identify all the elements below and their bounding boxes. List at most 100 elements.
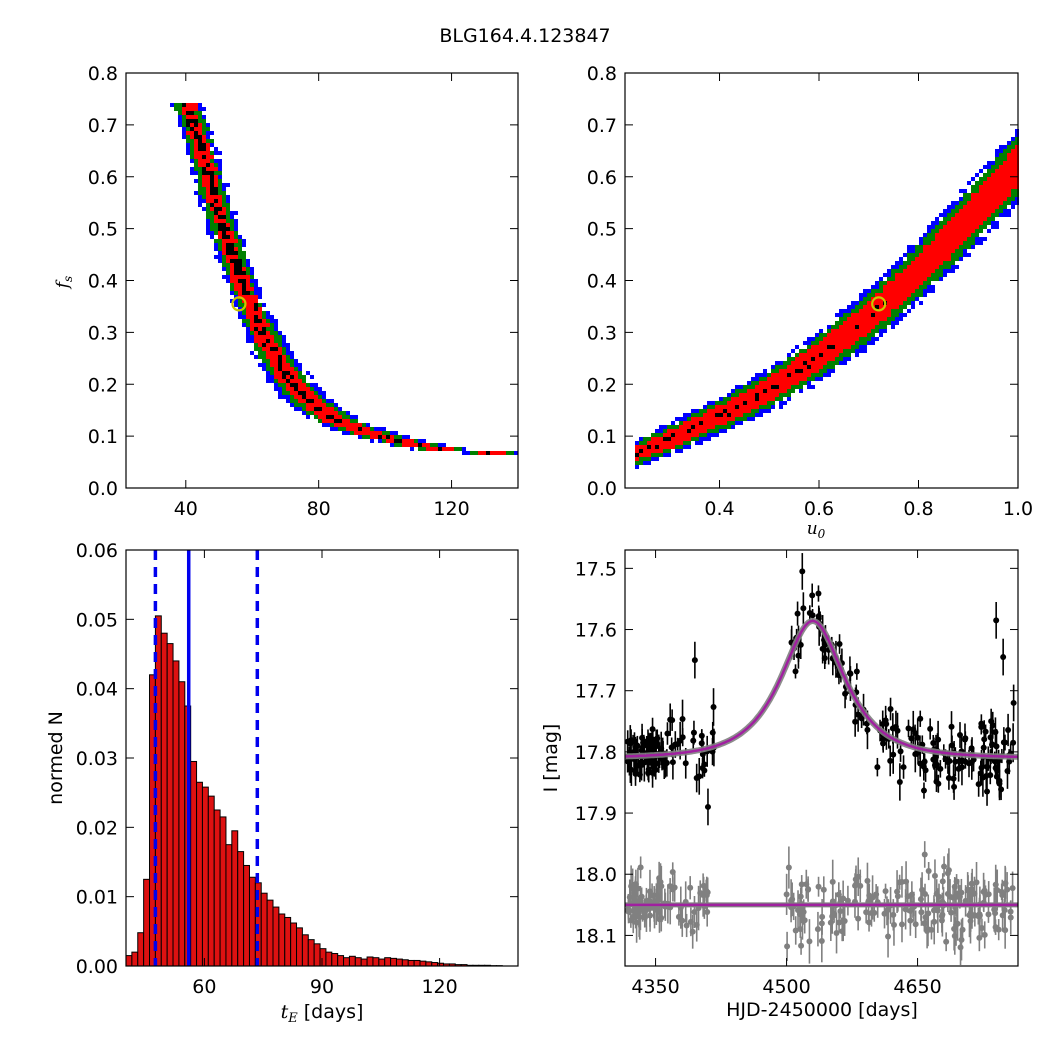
- density-cell: [254, 283, 258, 287]
- density-cell: [711, 417, 715, 421]
- x-tick-label: 4500: [762, 976, 810, 998]
- density-cell: [879, 325, 883, 329]
- residual-point: [1009, 885, 1016, 892]
- density-cell: [751, 413, 755, 417]
- density-cell: [282, 371, 286, 375]
- density-cell: [286, 367, 290, 371]
- density-cell: [198, 143, 202, 147]
- density-cell: [1015, 177, 1019, 181]
- density-cell: [899, 269, 903, 273]
- histogram-bar: [196, 781, 203, 967]
- residual-point: [798, 881, 805, 888]
- density-cell: [306, 387, 310, 391]
- density-cell: [987, 165, 991, 169]
- residual-point: [943, 938, 950, 945]
- density-cell: [278, 379, 282, 383]
- density-cell: [254, 347, 258, 351]
- density-cell: [931, 225, 935, 229]
- density-cell: [178, 115, 182, 119]
- density-cell: [198, 135, 202, 139]
- density-cell: [715, 401, 719, 405]
- density-cell: [290, 399, 294, 403]
- density-cell: [230, 235, 234, 239]
- density-cell: [302, 395, 306, 399]
- density-cell: [318, 411, 322, 415]
- density-cell: [815, 357, 819, 361]
- density-cell: [270, 375, 274, 379]
- density-cell: [679, 437, 683, 441]
- density-cell: [1007, 153, 1011, 157]
- density-cell: [975, 201, 979, 205]
- density-cell: [831, 333, 835, 337]
- residual-point: [864, 877, 871, 884]
- density-cell: [218, 191, 222, 195]
- density-cell: [935, 241, 939, 245]
- density-cell: [342, 419, 346, 423]
- density-cell: [186, 147, 190, 151]
- density-cell: [250, 299, 254, 303]
- density-cell: [739, 385, 743, 389]
- density-cell: [899, 257, 903, 261]
- data-point: [797, 641, 804, 648]
- density-cell: [803, 341, 807, 345]
- density-cell: [731, 409, 735, 413]
- data-point: [880, 740, 887, 747]
- density-cell: [959, 209, 963, 213]
- density-cell: [286, 359, 290, 363]
- density-cell: [222, 235, 226, 239]
- density-cell: [823, 369, 827, 373]
- density-cell: [699, 437, 703, 441]
- density-cell: [939, 269, 943, 273]
- density-cell: [771, 373, 775, 377]
- density-cell: [278, 387, 282, 391]
- density-cell: [226, 223, 230, 227]
- density-cell: [767, 385, 771, 389]
- density-cell: [635, 461, 639, 465]
- density-cell: [963, 209, 967, 213]
- density-cell: [278, 383, 282, 387]
- histogram-bar: [296, 927, 303, 967]
- density-cell: [999, 173, 1003, 177]
- density-cell: [959, 253, 963, 257]
- density-cell: [935, 221, 939, 225]
- density-cell: [210, 207, 214, 211]
- density-cell: [719, 401, 723, 405]
- density-cell: [835, 341, 839, 345]
- density-cell: [967, 181, 971, 185]
- density-cell: [687, 433, 691, 437]
- density-cell: [839, 337, 843, 341]
- density-cell: [198, 111, 202, 115]
- data-point: [883, 720, 890, 727]
- density-cell: [346, 423, 350, 427]
- density-cell: [675, 449, 679, 453]
- density-cell: [286, 399, 290, 403]
- density-cell: [238, 311, 242, 315]
- density-cell: [270, 343, 274, 347]
- density-cell: [863, 341, 867, 345]
- density-cell: [506, 451, 510, 455]
- figure-title: BLG164.4.123847: [439, 25, 610, 47]
- density-cell: [274, 379, 278, 383]
- density-cell: [242, 315, 246, 319]
- density-cell: [951, 253, 955, 257]
- histogram-bar: [201, 786, 209, 967]
- density-cell: [899, 313, 903, 317]
- density-cell: [803, 365, 807, 369]
- density-cell: [234, 219, 238, 223]
- density-cell: [807, 341, 811, 345]
- density-cell: [218, 231, 222, 235]
- density-cell: [823, 337, 827, 341]
- density-cell: [659, 445, 663, 449]
- density-cell: [639, 445, 643, 449]
- density-cell: [787, 389, 791, 393]
- density-cell: [659, 429, 663, 433]
- density-cell: [739, 389, 743, 393]
- y-tick-label: 0.1: [88, 426, 118, 448]
- density-cell: [767, 377, 771, 381]
- density-cell: [294, 359, 298, 363]
- density-cell: [795, 373, 799, 377]
- density-cell: [983, 201, 987, 205]
- density-cell: [242, 323, 246, 327]
- density-cell: [923, 253, 927, 257]
- density-cell: [923, 289, 927, 293]
